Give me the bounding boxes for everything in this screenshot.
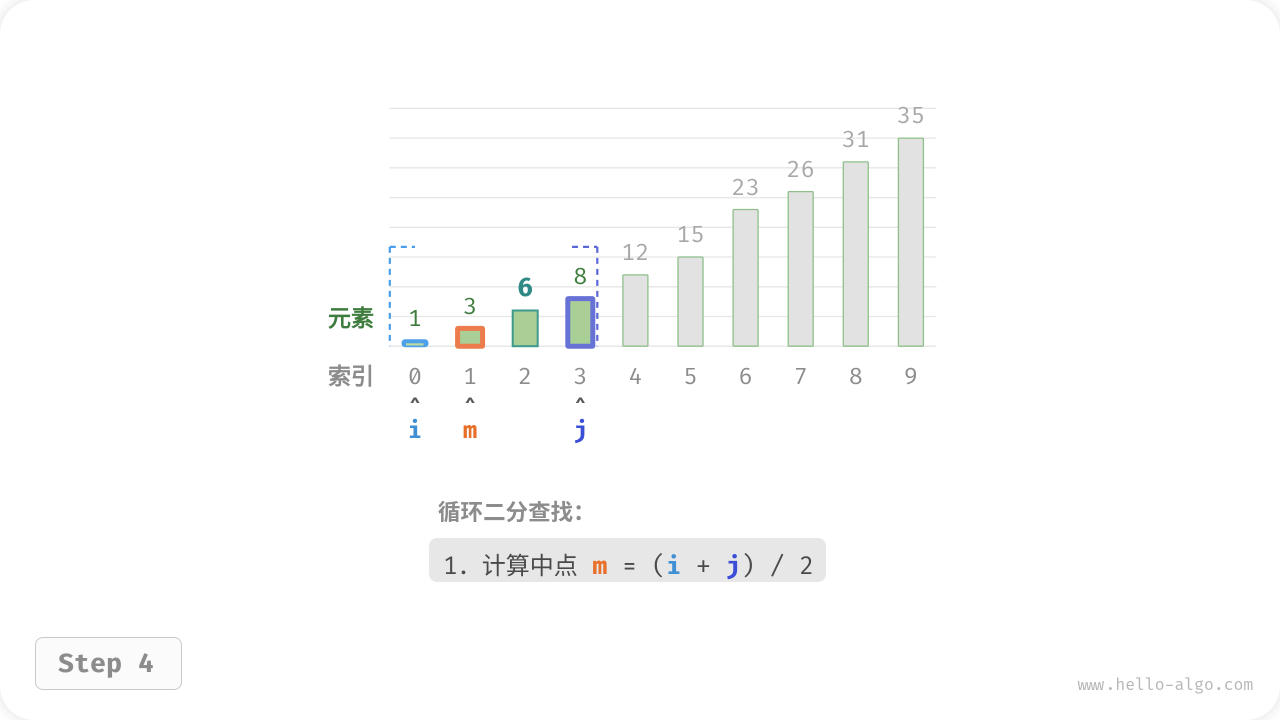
svg-text:3: 3 [573,364,587,392]
svg-text:12: 12 [621,240,649,268]
svg-text:i: i [408,418,422,446]
svg-text:35: 35 [897,103,925,131]
svg-text:2: 2 [518,364,532,392]
svg-text:j: j [573,418,587,446]
svg-text:6: 6 [739,364,753,392]
svg-text:元素: 元素 [328,305,374,331]
svg-text:4: 4 [628,364,642,392]
svg-text:^: ^ [410,396,420,418]
svg-text:^: ^ [575,396,585,418]
svg-text:8: 8 [849,364,863,392]
svg-text:26: 26 [787,157,815,185]
svg-text:^: ^ [465,396,475,418]
svg-text:31: 31 [842,127,870,155]
svg-text:0: 0 [408,364,422,392]
svg-text:1: 1 [463,364,477,392]
svg-text:3: 3 [463,294,477,322]
svg-text:23: 23 [731,175,759,203]
svg-text:5: 5 [683,364,697,392]
svg-text:索引: 索引 [328,363,374,389]
svg-text:1: 1 [408,306,422,334]
svg-text:m: m [463,418,477,446]
svg-text:9: 9 [904,364,918,392]
svg-text:6: 6 [517,272,533,304]
svg-text:8: 8 [573,264,587,292]
svg-text:7: 7 [794,364,808,392]
svg-text:15: 15 [676,222,704,250]
